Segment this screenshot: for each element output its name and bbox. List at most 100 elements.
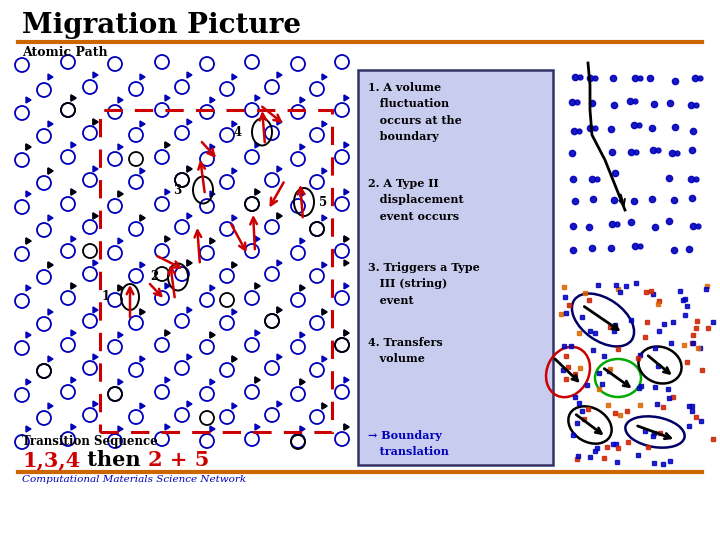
Polygon shape — [322, 121, 327, 127]
Polygon shape — [255, 189, 260, 195]
Polygon shape — [165, 236, 170, 242]
Polygon shape — [26, 285, 31, 291]
Polygon shape — [277, 72, 282, 78]
Polygon shape — [26, 332, 31, 338]
Polygon shape — [210, 97, 215, 103]
Text: 4. Transfers
   volume: 4. Transfers volume — [368, 337, 443, 364]
Polygon shape — [118, 426, 123, 432]
Polygon shape — [26, 144, 31, 150]
Polygon shape — [118, 97, 123, 103]
Polygon shape — [210, 285, 215, 291]
Polygon shape — [48, 168, 53, 174]
Polygon shape — [187, 166, 192, 172]
Polygon shape — [210, 144, 215, 150]
Polygon shape — [344, 330, 349, 336]
Polygon shape — [232, 403, 237, 409]
Polygon shape — [344, 377, 349, 383]
Polygon shape — [93, 354, 98, 360]
Polygon shape — [71, 189, 76, 195]
Polygon shape — [187, 401, 192, 407]
Polygon shape — [26, 238, 31, 244]
Polygon shape — [118, 332, 123, 338]
Polygon shape — [26, 379, 31, 385]
Polygon shape — [300, 285, 305, 291]
Polygon shape — [165, 283, 170, 289]
Text: 1. A volume
   fluctuation
   occurs at the
   boundary: 1. A volume fluctuation occurs at the bo… — [368, 82, 462, 142]
Polygon shape — [187, 307, 192, 313]
Polygon shape — [255, 283, 260, 289]
Polygon shape — [300, 332, 305, 338]
Polygon shape — [165, 330, 170, 336]
Polygon shape — [255, 377, 260, 383]
Polygon shape — [300, 379, 305, 385]
Polygon shape — [210, 379, 215, 385]
Polygon shape — [255, 377, 260, 383]
Polygon shape — [71, 142, 76, 148]
Polygon shape — [232, 262, 237, 268]
Polygon shape — [48, 168, 53, 174]
Polygon shape — [165, 142, 170, 148]
Polygon shape — [93, 213, 98, 219]
Polygon shape — [71, 236, 76, 242]
Text: Atomic Path: Atomic Path — [22, 46, 107, 59]
Polygon shape — [255, 189, 260, 195]
Polygon shape — [300, 97, 305, 103]
Polygon shape — [71, 424, 76, 430]
Polygon shape — [140, 309, 145, 315]
Text: Migration Picture: Migration Picture — [22, 12, 301, 39]
Polygon shape — [300, 191, 305, 197]
Polygon shape — [187, 260, 192, 266]
Polygon shape — [48, 403, 53, 409]
Polygon shape — [93, 72, 98, 78]
Polygon shape — [48, 356, 53, 362]
Polygon shape — [140, 356, 145, 362]
Polygon shape — [140, 403, 145, 409]
Polygon shape — [210, 238, 215, 244]
Polygon shape — [300, 379, 305, 385]
Polygon shape — [165, 236, 170, 242]
Polygon shape — [48, 74, 53, 80]
Polygon shape — [232, 168, 237, 174]
Polygon shape — [26, 238, 31, 244]
Polygon shape — [118, 379, 123, 385]
Text: 5: 5 — [319, 195, 327, 208]
Polygon shape — [300, 285, 305, 291]
Polygon shape — [165, 377, 170, 383]
Polygon shape — [322, 309, 327, 315]
Polygon shape — [322, 403, 327, 409]
Polygon shape — [232, 262, 237, 268]
Polygon shape — [344, 142, 349, 148]
Polygon shape — [277, 401, 282, 407]
Text: Transition Sequence: Transition Sequence — [22, 435, 158, 448]
Polygon shape — [187, 354, 192, 360]
Polygon shape — [210, 238, 215, 244]
Polygon shape — [277, 307, 282, 313]
Polygon shape — [71, 283, 76, 289]
Polygon shape — [118, 191, 123, 197]
Polygon shape — [322, 262, 327, 268]
Polygon shape — [344, 189, 349, 195]
Polygon shape — [277, 260, 282, 266]
Polygon shape — [277, 354, 282, 360]
Polygon shape — [187, 260, 192, 266]
Polygon shape — [93, 260, 98, 266]
Polygon shape — [26, 191, 31, 197]
Polygon shape — [322, 168, 327, 174]
Polygon shape — [210, 426, 215, 432]
Polygon shape — [232, 356, 237, 362]
Text: 4: 4 — [234, 125, 242, 138]
Polygon shape — [344, 330, 349, 336]
Text: 3. Triggers a Type
   III (string)
   event: 3. Triggers a Type III (string) event — [368, 262, 480, 306]
Polygon shape — [232, 356, 237, 362]
Polygon shape — [48, 262, 53, 268]
Polygon shape — [277, 213, 282, 219]
Polygon shape — [344, 424, 349, 430]
Polygon shape — [255, 95, 260, 101]
Polygon shape — [165, 142, 170, 148]
Text: 2 + 5: 2 + 5 — [148, 450, 210, 470]
Text: 1,3,4: 1,3,4 — [22, 450, 80, 470]
Polygon shape — [277, 307, 282, 313]
Polygon shape — [255, 142, 260, 148]
Polygon shape — [93, 307, 98, 313]
Polygon shape — [118, 144, 123, 150]
